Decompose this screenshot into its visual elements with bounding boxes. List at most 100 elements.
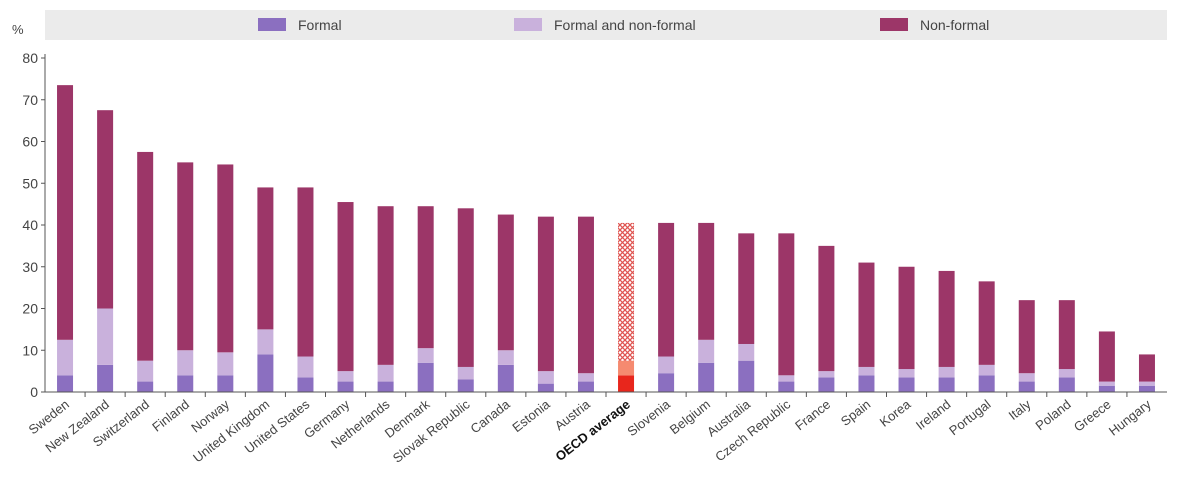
bar-finland-non-formal: [177, 162, 194, 351]
bar-belgium-formal-and-non-formal: [698, 339, 715, 363]
bar-new-zealand-formal-and-non-formal: [97, 308, 114, 365]
bar-united-kingdom-formal-and-non-formal: [257, 329, 274, 355]
legend-band: [45, 10, 1167, 40]
bar-group-sweden: [57, 85, 74, 392]
bar-group-canada: [497, 214, 514, 392]
bar-hungary-formal: [1138, 385, 1155, 392]
bar-poland-formal: [1058, 377, 1075, 392]
bar-france-formal: [818, 377, 835, 392]
legend-swatch-formal: [258, 18, 286, 31]
bar-greece-formal-and-non-formal: [1098, 381, 1115, 386]
bar-group-austria: [577, 216, 594, 392]
legend-swatch-formal-and-non-formal: [514, 18, 542, 31]
bar-canada-formal-and-non-formal: [497, 350, 514, 365]
bar-denmark-formal-and-non-formal: [417, 348, 434, 363]
bar-sweden-non-formal: [57, 85, 74, 340]
bar-australia-formal-and-non-formal: [738, 343, 755, 361]
bar-denmark-formal: [417, 362, 434, 392]
bar-spain-non-formal: [858, 262, 875, 367]
bar-switzerland-formal-and-non-formal: [137, 360, 154, 382]
bar-sweden-formal: [57, 375, 74, 392]
bar-netherlands-formal-and-non-formal: [377, 364, 394, 382]
y-tick-label: 60: [22, 134, 38, 150]
bar-spain-formal-and-non-formal: [858, 366, 875, 376]
bar-group-belgium: [698, 222, 715, 392]
bar-italy-formal: [1018, 381, 1035, 392]
bar-estonia-formal-and-non-formal: [537, 371, 554, 384]
bar-group-estonia: [537, 216, 554, 392]
x-tick-label: Portugal: [946, 396, 993, 438]
bar-united-kingdom-non-formal: [257, 187, 274, 330]
bar-group-portugal: [978, 281, 995, 392]
legend: Formal Formal and non-formal Non-formal: [258, 17, 989, 33]
x-tick-label: Spain: [838, 397, 873, 429]
bar-group-czech-republic: [778, 233, 795, 392]
bar-oecd-average-formal-and-non-formal: [618, 360, 635, 376]
bar-finland-formal-and-non-formal: [177, 350, 194, 376]
y-tick-label: 0: [30, 384, 38, 400]
bar-austria-formal: [577, 381, 594, 392]
y-tick-label: 40: [22, 217, 38, 233]
bar-estonia-formal: [537, 383, 554, 392]
bar-group-netherlands: [377, 206, 394, 392]
legend-label-formal-and-non-formal: Formal and non-formal: [554, 17, 696, 33]
bar-italy-non-formal: [1018, 300, 1035, 374]
bar-united-states-formal-and-non-formal: [297, 356, 314, 378]
bar-ireland-non-formal: [938, 270, 955, 367]
x-tick-label: Poland: [1033, 397, 1074, 434]
bar-group-united-kingdom: [257, 187, 274, 392]
bar-belgium-non-formal: [698, 222, 715, 340]
bar-slovenia-formal-and-non-formal: [658, 356, 675, 374]
bar-united-states-non-formal: [297, 187, 314, 357]
bar-new-zealand-non-formal: [97, 110, 114, 309]
x-tick-label: Finland: [149, 397, 192, 435]
bar-canada-non-formal: [497, 214, 514, 351]
bar-austria-non-formal: [577, 216, 594, 374]
bar-portugal-formal: [978, 375, 995, 392]
y-tick-label: 30: [22, 259, 38, 275]
bar-group-oecd-average: [618, 222, 635, 392]
bar-norway-non-formal: [217, 164, 234, 353]
bar-group-united-states: [297, 187, 314, 392]
bar-slovenia-formal: [658, 373, 675, 392]
bar-greece-formal: [1098, 385, 1115, 392]
bar-slovak-republic-formal: [457, 379, 474, 392]
bar-netherlands-non-formal: [377, 206, 394, 365]
bar-australia-non-formal: [738, 233, 755, 344]
bar-norway-formal-and-non-formal: [217, 352, 234, 376]
bar-slovenia-non-formal: [658, 222, 675, 357]
bar-norway-formal: [217, 375, 234, 392]
bars: [57, 85, 1155, 392]
legend-label-formal: Formal: [298, 17, 342, 33]
bar-switzerland-formal: [137, 381, 154, 392]
bar-poland-non-formal: [1058, 300, 1075, 370]
bar-sweden-formal-and-non-formal: [57, 339, 74, 376]
bar-korea-formal-and-non-formal: [898, 369, 915, 378]
bar-germany-formal: [337, 381, 354, 392]
bar-group-finland: [177, 162, 194, 392]
bar-oecd-average-non-formal: [618, 222, 635, 361]
bar-germany-formal-and-non-formal: [337, 371, 354, 382]
bar-finland-formal: [177, 375, 194, 392]
bar-group-switzerland: [137, 151, 154, 392]
bar-switzerland-non-formal: [137, 151, 154, 361]
bar-group-hungary: [1138, 354, 1155, 392]
bar-group-france: [818, 245, 835, 392]
x-tick-label: Estonia: [509, 396, 553, 435]
bar-austria-formal-and-non-formal: [577, 373, 594, 382]
bar-group-slovenia: [658, 222, 675, 392]
bar-group-ireland: [938, 270, 955, 392]
bar-ireland-formal: [938, 377, 955, 392]
bar-hungary-non-formal: [1138, 354, 1155, 382]
bar-canada-formal: [497, 364, 514, 392]
bar-united-kingdom-formal: [257, 354, 274, 392]
bar-portugal-non-formal: [978, 281, 995, 365]
y-tick-label: 50: [22, 175, 38, 191]
x-tick-label: Slovenia: [624, 396, 673, 439]
bar-group-norway: [217, 164, 234, 392]
bar-ireland-formal-and-non-formal: [938, 366, 955, 378]
x-tick-label: Hungary: [1106, 396, 1154, 438]
x-tick-label: Korea: [877, 396, 914, 430]
